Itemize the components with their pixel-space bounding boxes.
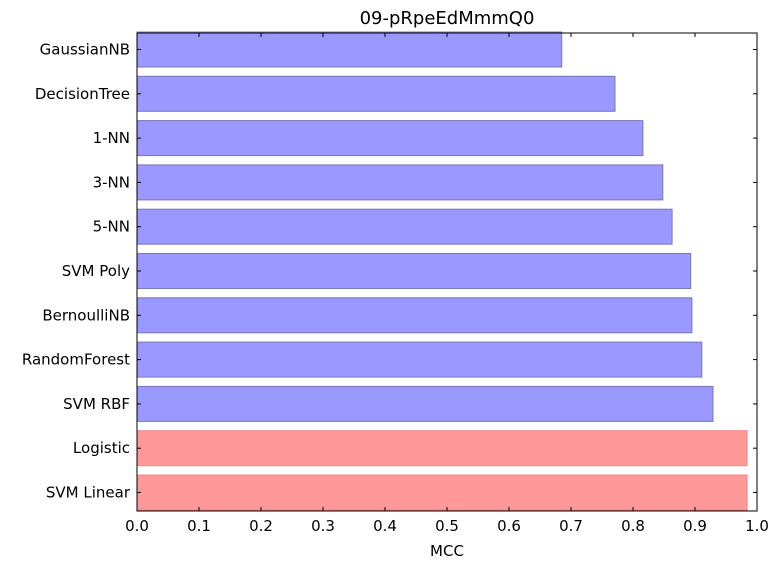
category-label: 3-NN xyxy=(93,173,130,191)
bar-bernoullinb xyxy=(136,297,693,334)
bar-svm-poly xyxy=(136,253,692,289)
category-label: DecisionTree xyxy=(35,85,130,103)
chart-title: 09-pRpeEdMmmQ0 xyxy=(360,8,535,29)
x-tick-label: 0.8 xyxy=(621,517,645,535)
bar-decisiontree xyxy=(136,75,616,112)
bars-layer xyxy=(136,31,748,511)
category-label: BernoulliNB xyxy=(42,306,130,324)
plot-frame xyxy=(136,32,758,512)
x-tick-label: 0.3 xyxy=(311,517,335,535)
category-label: RandomForest xyxy=(22,351,130,369)
x-tick-label: 0.5 xyxy=(435,517,459,535)
category-label: 5-NN xyxy=(93,218,130,236)
x-tick-label: 0.4 xyxy=(373,517,397,535)
category-label: Logistic xyxy=(73,439,130,457)
x-tick-label: 0.6 xyxy=(497,517,521,535)
bar-randomforest xyxy=(136,341,703,378)
category-label: GaussianNB xyxy=(40,41,130,59)
category-label: SVM RBF xyxy=(63,395,130,413)
bar-3-nn xyxy=(136,164,664,201)
x-tick-label: 1.0 xyxy=(745,517,769,535)
bar-5-nn xyxy=(136,208,673,245)
category-label: SVM Poly xyxy=(62,262,130,280)
category-labels: GaussianNB DecisionTree 1-NN 3-NN 5-NN SVM Po… xyxy=(22,41,131,502)
x-tick-label: 0.1 xyxy=(187,517,211,535)
x-tick-label: 0.7 xyxy=(559,517,583,535)
bar-logistic xyxy=(136,430,748,467)
x-axis-title: MCC xyxy=(430,542,464,560)
bar-1-nn xyxy=(136,120,644,157)
bar-svm-rbf xyxy=(136,385,714,422)
bar-gaussiannb xyxy=(136,31,563,68)
x-tick-label: 0.2 xyxy=(249,517,273,535)
bar-svm-linear xyxy=(136,474,748,511)
x-tick-label: 0.9 xyxy=(683,517,707,535)
category-label: 1-NN xyxy=(93,129,130,147)
x-tick-label: 0.0 xyxy=(125,517,149,535)
category-label: SVM Linear xyxy=(46,484,131,502)
